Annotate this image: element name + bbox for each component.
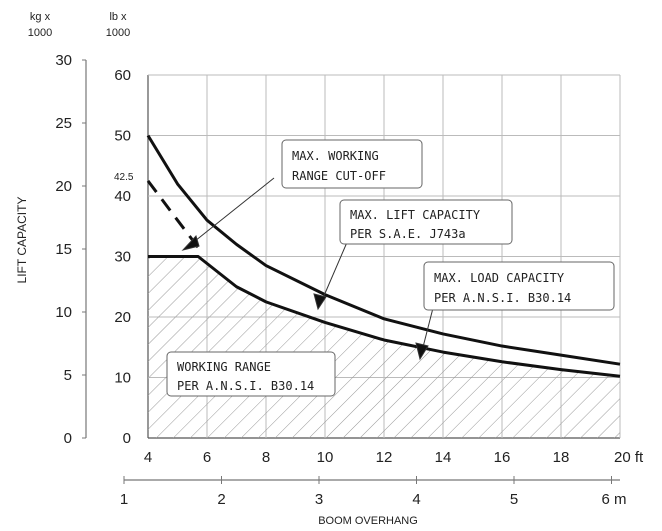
y-kg-tick-label: 15 <box>55 241 72 258</box>
y-lb-tick-label: 40 <box>114 188 131 205</box>
y-lb-tick-label: 20 <box>114 309 131 326</box>
x-ft-tick-label: 20 ft <box>614 449 644 466</box>
marker-label-42-5: 42.5 <box>114 172 134 183</box>
x-ft-tick-label: 16 <box>494 449 511 466</box>
x-ft-tick-label: 12 <box>376 449 393 466</box>
callout-line: PER S.A.E. J743a <box>350 227 466 241</box>
callout-line: MAX. LOAD CAPACITY <box>434 271 565 285</box>
series-line-2 <box>148 181 198 248</box>
y-lb-tick-label: 30 <box>114 249 131 266</box>
leader-working-cutoff <box>190 178 274 245</box>
x-ft-tick-label: 6 <box>203 449 211 466</box>
callout-max-lift: MAX. LIFT CAPACITY PER S.A.E. J743a <box>340 200 512 244</box>
x-ft-tick-label: 18 <box>553 449 570 466</box>
y-kg-tick-label: 10 <box>55 304 72 321</box>
y-lb-unit-line1: lb x <box>109 11 127 23</box>
y-lb-tick-label: 0 <box>123 430 131 447</box>
callout-max-load: MAX. LOAD CAPACITY PER A.N.S.I. B30.14 <box>424 262 614 310</box>
y-kg-tick-label: 30 <box>55 52 72 69</box>
x-ft-tick-label: 4 <box>144 449 152 466</box>
y-kg-unit-line1: kg x <box>30 11 51 23</box>
y-axis-label: LIFT CAPACITY <box>15 197 29 284</box>
callout-working-cutoff: MAX. WORKING RANGE CUT-OFF <box>282 140 422 188</box>
callout-line: PER A.N.S.I. B30.14 <box>434 291 571 305</box>
y-lb-tick-label: 10 <box>114 370 131 387</box>
callout-working-range: WORKING RANGE PER A.N.S.I. B30.14 <box>167 352 335 396</box>
x-m-tick-label: 5 <box>510 491 518 508</box>
x-m-tick-label: 2 <box>217 491 225 508</box>
x-m-tick-label: 3 <box>315 491 323 508</box>
x-ft-tick-label: 10 <box>317 449 334 466</box>
y-kg-tick-label: 5 <box>64 367 72 384</box>
callout-line: RANGE CUT-OFF <box>292 169 386 183</box>
callout-line: MAX. WORKING <box>292 149 379 163</box>
y-kg-tick-label: 20 <box>55 178 72 195</box>
y-kg-tick-label: 0 <box>64 430 72 447</box>
x-m-tick-label: 1 <box>120 491 128 508</box>
x-m-tick-label: 4 <box>412 491 420 508</box>
y-kg-unit-line2: 1000 <box>28 27 52 39</box>
y-lb-tick-label: 60 <box>114 67 131 84</box>
leader-arrowhead <box>314 294 326 309</box>
y-lb-unit-line2: 1000 <box>106 27 130 39</box>
callout-line: WORKING RANGE <box>177 360 271 374</box>
x-m-tick-label: 6 m <box>602 491 627 508</box>
callout-line: MAX. LIFT CAPACITY <box>350 208 481 222</box>
y-lb-tick-label: 50 <box>114 128 131 145</box>
x-ft-tick-label: 8 <box>262 449 270 466</box>
x-axis-label: BOOM OVERHANG <box>318 515 418 527</box>
x-ft-tick-label: 14 <box>435 449 452 466</box>
leader-max-lift <box>320 240 348 305</box>
callout-line: PER A.N.S.I. B30.14 <box>177 379 314 393</box>
y-kg-tick-label: 25 <box>55 115 72 132</box>
